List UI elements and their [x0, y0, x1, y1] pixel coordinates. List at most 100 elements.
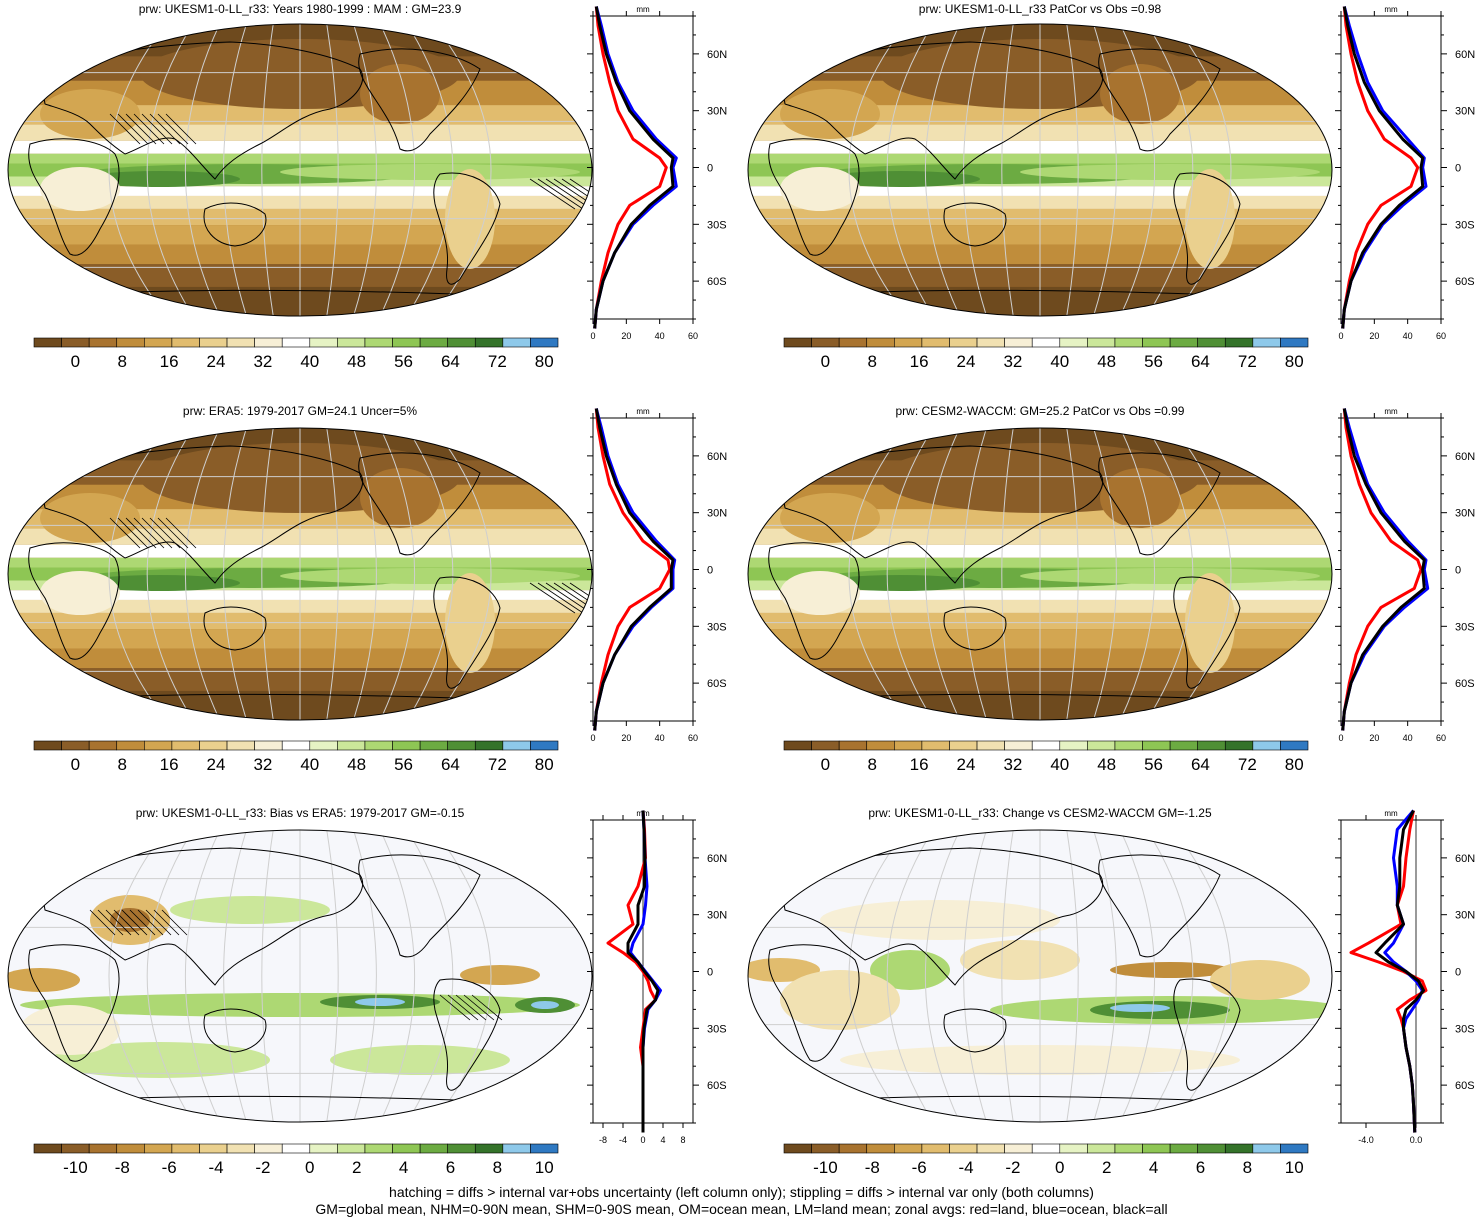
hatch-line [141, 113, 173, 145]
lat-tick-label: 30N [707, 910, 727, 922]
stipple-dot [0, 418, 1, 419]
field-patch [780, 970, 900, 1030]
graticule-meridian [848, 428, 907, 720]
stipple-dot [0, 14, 1, 15]
zonal-line-all [1374, 809, 1425, 1133]
colorbar: 0 8 16 24 32 40 48 56 64 72 80 [33, 740, 559, 774]
colorbar-swatch [474, 337, 504, 348]
colorbar-swatch [364, 337, 393, 348]
map-outline [747, 427, 1333, 721]
stipple-dot [0, 14, 1, 15]
lat-tick-label: 30S [707, 219, 727, 231]
hatch-line [89, 909, 116, 936]
colorbar-label: 24 [957, 352, 976, 371]
lat-tick-label: 60N [1455, 451, 1475, 463]
stipple-dot [740, 820, 741, 821]
hatch-line [109, 517, 141, 549]
colorbar-swatch [838, 740, 868, 751]
stippling [740, 820, 741, 821]
colorbar-label: 32 [253, 755, 272, 774]
graticule-meridian [433, 428, 492, 720]
lat-tick-label: 60N [707, 451, 727, 463]
stipple-dot [740, 418, 741, 419]
colorbar-swatch [1280, 337, 1309, 348]
coastline [39, 445, 364, 584]
colorbar-swatch [144, 740, 173, 751]
stipple-dot [0, 418, 1, 419]
stipple-dot [740, 820, 741, 821]
graticule-meridian [223, 428, 247, 720]
coastline [358, 48, 481, 152]
lat-tick-label: 0 [707, 565, 713, 577]
zonal-unit-label: mm [1384, 809, 1398, 818]
stipple-dot [740, 418, 741, 419]
stippling [0, 820, 1, 821]
stipple-dot [740, 820, 741, 821]
coastline [203, 1008, 267, 1053]
colorbar-swatch [1004, 1143, 1033, 1154]
colorbar-swatch [337, 740, 366, 751]
colorbar-swatch [33, 1143, 62, 1154]
hatch-line [165, 113, 197, 145]
graticule-meridian [1001, 830, 1014, 1122]
colorbar-label: 0 [821, 352, 830, 371]
colorbar-swatch [116, 337, 145, 348]
stipple-dot [0, 14, 1, 15]
graticule-meridian [353, 24, 377, 316]
colorbar-label: 80 [535, 352, 554, 371]
stipple-dot [0, 14, 1, 15]
colorbar-label: 80 [535, 755, 554, 774]
zonal-line-all [593, 408, 675, 731]
map-outline [7, 427, 593, 721]
hatch-line [529, 178, 576, 210]
graticule-meridian [1093, 830, 1117, 1122]
colorbar-swatch [866, 337, 895, 348]
lat-tick-label: 0 [1455, 163, 1461, 175]
graticule-meridian [146, 830, 194, 1122]
stipple-dot [740, 418, 741, 419]
colorbar-label: 56 [1144, 755, 1163, 774]
stipple-dot [740, 820, 741, 821]
coastline [358, 854, 481, 958]
field-patch [820, 171, 980, 187]
colorbar-swatch [921, 1143, 950, 1154]
colorbar-swatch [1197, 337, 1226, 348]
colorbar-label: 0 [71, 755, 80, 774]
colorbar-label: 6 [446, 1158, 455, 1177]
colorbar-label: 8 [868, 755, 877, 774]
colorbar-swatch [811, 1143, 840, 1154]
colorbar-swatch [1059, 1143, 1088, 1154]
hatching [89, 909, 503, 1021]
lat-tick-label: 60S [707, 1080, 727, 1092]
colorbar-swatch [1142, 740, 1171, 751]
coastline [1173, 172, 1241, 285]
graticule-meridian [1119, 24, 1156, 316]
colorbar-label: 24 [207, 352, 226, 371]
zonal-frame [1340, 819, 1442, 1124]
coastline [28, 542, 120, 660]
graticule-meridian [146, 24, 194, 316]
hatch-line [153, 909, 180, 936]
colorbar-label: 80 [1285, 755, 1304, 774]
colorbar-swatch [88, 740, 118, 751]
lat-tick-label: 60N [1455, 853, 1475, 865]
hatch-line [561, 582, 592, 614]
zonal-line-all [1341, 408, 1426, 731]
hatch-line [537, 582, 584, 614]
zonal-line-all [1341, 6, 1425, 329]
x-tick-label: 8 [680, 1135, 685, 1145]
stipple-dot [740, 820, 741, 821]
graticule-meridian [184, 830, 221, 1122]
lat-tick-label: 30S [1455, 219, 1475, 231]
hatch-line [463, 994, 495, 1021]
field-patch [40, 493, 140, 543]
zonal-line-all [593, 6, 675, 329]
x-tick-label: 4 [660, 1135, 665, 1145]
colorbar-swatch [116, 740, 145, 751]
stipple-dot [740, 14, 741, 15]
field-patch [50, 1042, 270, 1078]
stippling [740, 14, 741, 15]
hatch-line [447, 994, 479, 1021]
stipple-dot [0, 820, 1, 821]
